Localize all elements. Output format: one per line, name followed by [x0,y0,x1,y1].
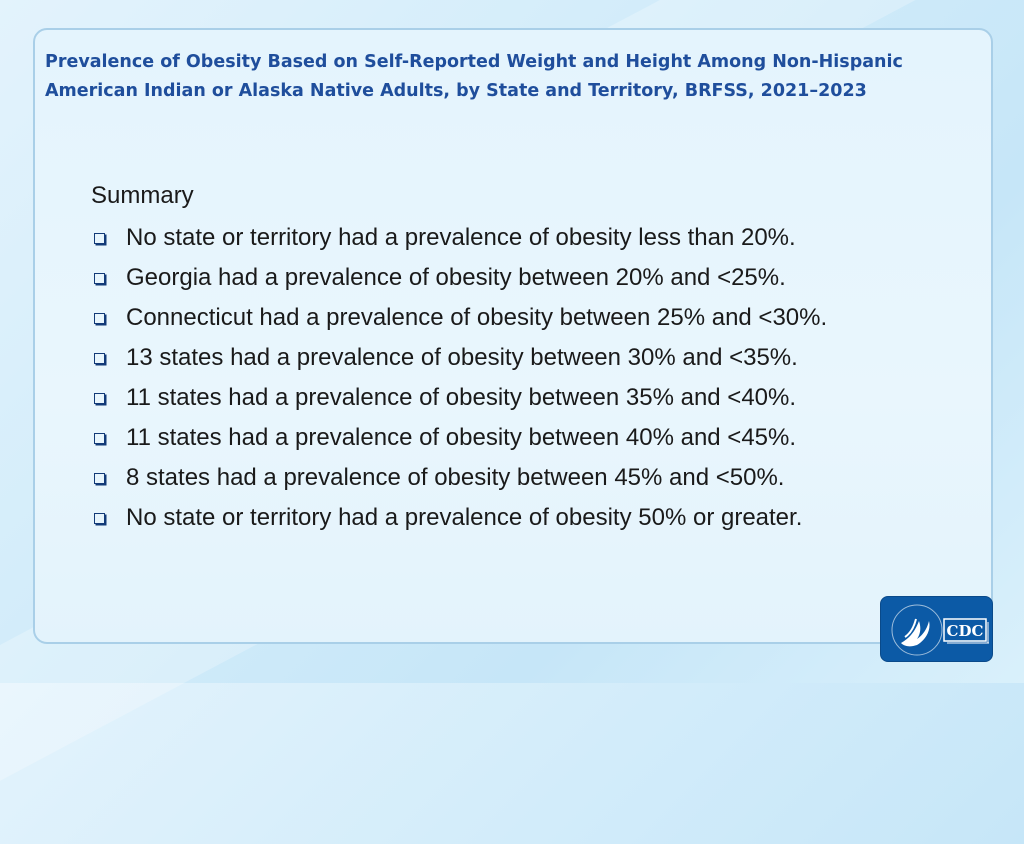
summary-section: Summary No state or territory had a prev… [91,180,971,538]
hhs-eagle-icon: CDC [891,604,989,656]
list-item-text: 11 states had a prevalence of obesity be… [126,384,797,411]
list-item: 13 states had a prevalence of obesity be… [91,338,971,378]
cdc-hhs-logo: CDC [880,596,993,662]
square-bullet-icon [94,473,105,484]
cdc-logo-text: CDC [947,622,984,640]
summary-heading: Summary [91,182,194,209]
square-bullet-icon [94,393,105,404]
list-item: No state or territory had a prevalence o… [91,498,971,538]
square-bullet-icon [94,353,105,364]
list-item: 11 states had a prevalence of obesity be… [91,378,971,418]
square-bullet-icon [94,433,105,444]
content-panel: Prevalence of Obesity Based on Self-Repo… [33,28,993,644]
list-item-text: No state or territory had a prevalence o… [126,224,796,251]
list-item-text: 11 states had a prevalence of obesity be… [126,424,797,451]
square-bullet-icon [94,273,105,284]
summary-list: No state or territory had a prevalence o… [91,218,971,538]
list-item-text: Connecticut had a prevalence of obesity … [126,304,828,331]
list-item-text: 13 states had a prevalence of obesity be… [126,344,798,371]
list-item-text: No state or territory had a prevalence o… [126,504,803,531]
square-bullet-icon [94,233,105,244]
list-item: 11 states had a prevalence of obesity be… [91,418,971,458]
list-item: 8 states had a prevalence of obesity bet… [91,458,971,498]
list-item: Georgia had a prevalence of obesity betw… [91,258,971,298]
square-bullet-icon [94,313,105,324]
list-item-text: Georgia had a prevalence of obesity betw… [126,264,786,291]
list-item: No state or territory had a prevalence o… [91,218,971,258]
slide-title: Prevalence of Obesity Based on Self-Repo… [45,52,903,101]
list-item-text: 8 states had a prevalence of obesity bet… [126,464,785,491]
list-item: Connecticut had a prevalence of obesity … [91,298,971,338]
square-bullet-icon [94,513,105,524]
